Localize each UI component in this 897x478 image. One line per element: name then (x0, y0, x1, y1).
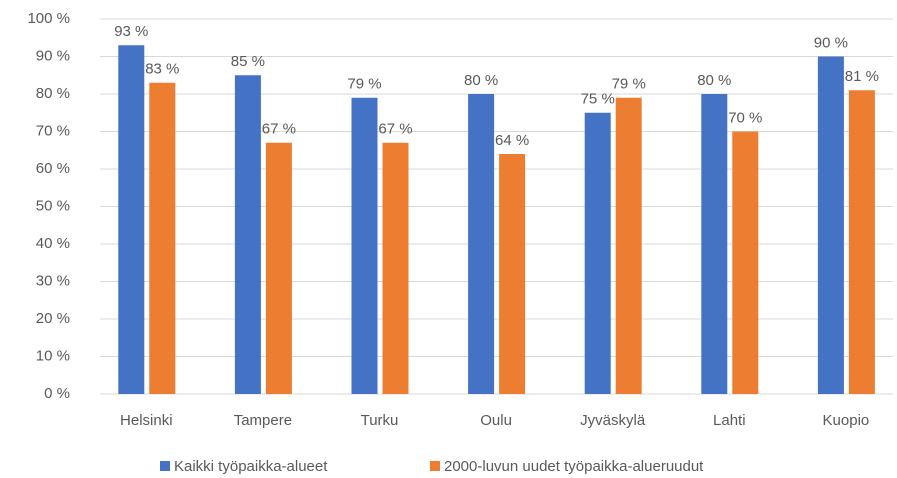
bar (615, 97, 642, 394)
bar (234, 75, 261, 394)
bar (382, 142, 409, 394)
bar (265, 142, 292, 394)
value-label: 85 % (231, 53, 265, 70)
x-tick-label: Turku (361, 412, 399, 429)
value-label: 79 % (347, 76, 381, 93)
value-label: 79 % (612, 76, 646, 93)
value-label: 93 % (114, 23, 148, 40)
value-label: 64 % (495, 132, 529, 149)
y-tick-label: 60 % (36, 160, 70, 177)
y-tick-label: 10 % (36, 347, 70, 364)
bar (732, 131, 759, 394)
bar (848, 90, 875, 394)
bar (701, 94, 728, 394)
bar (351, 97, 378, 394)
y-tick-label: 50 % (36, 197, 70, 214)
x-tick-label: Tampere (234, 412, 292, 429)
x-tick-label: Kuopio (823, 412, 870, 429)
x-tick-label: Jyväskylä (580, 412, 646, 429)
x-tick-label: Helsinki (120, 412, 173, 429)
legend-swatch (430, 461, 440, 471)
x-tick-label: Oulu (480, 412, 512, 429)
value-label: 81 % (845, 68, 879, 85)
legend-swatch (160, 461, 170, 471)
y-tick-label: 90 % (36, 47, 70, 64)
bar (149, 82, 176, 394)
legend-label: Kaikki työpaikka-alueet (174, 458, 328, 475)
bar (817, 56, 844, 394)
value-label: 83 % (145, 61, 179, 78)
bar (584, 112, 611, 394)
y-tick-label: 20 % (36, 310, 70, 327)
value-label: 67 % (262, 121, 296, 138)
value-label: 90 % (814, 34, 848, 51)
y-tick-label: 40 % (36, 235, 70, 252)
y-tick-label: 30 % (36, 272, 70, 289)
bar (468, 94, 495, 394)
bar (499, 154, 526, 394)
value-label: 80 % (697, 72, 731, 89)
y-tick-label: 70 % (36, 122, 70, 139)
y-tick-label: 0 % (44, 385, 70, 402)
bar (118, 45, 145, 394)
value-label: 70 % (728, 109, 762, 126)
value-label: 67 % (378, 121, 412, 138)
value-label: 75 % (581, 91, 615, 108)
value-label: 80 % (464, 72, 498, 89)
y-tick-label: 100 % (27, 10, 70, 27)
legend-label: 2000-luvun uudet työpaikka-alueruudut (444, 458, 704, 475)
y-tick-label: 80 % (36, 85, 70, 102)
x-tick-label: Lahti (713, 412, 746, 429)
